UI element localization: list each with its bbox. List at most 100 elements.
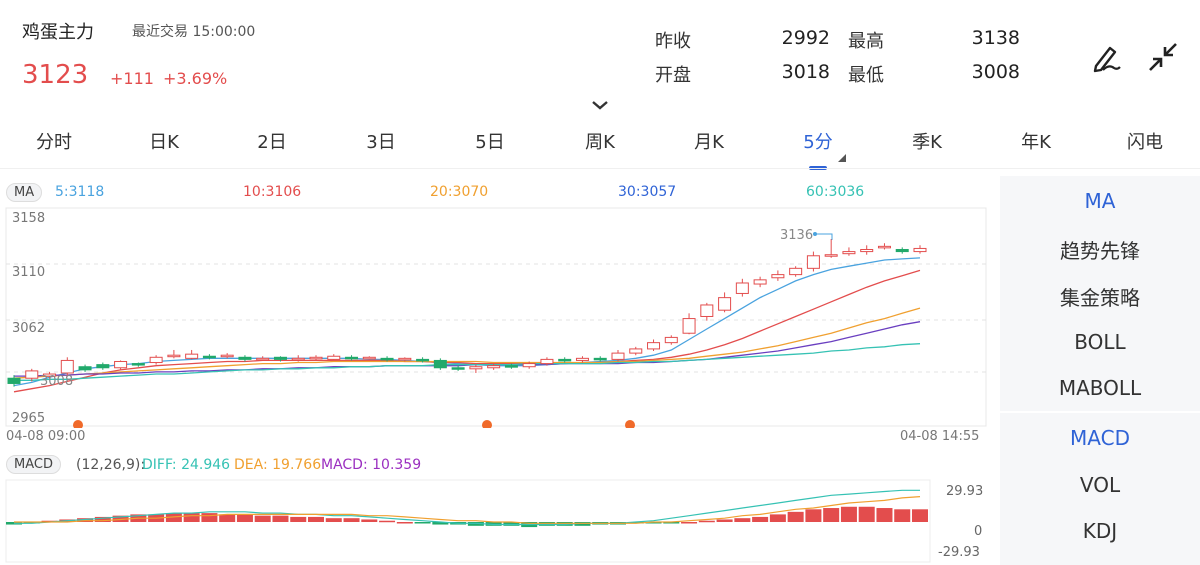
macd-dea-line xyxy=(14,496,921,524)
side-item-boll[interactable]: BOLL xyxy=(1074,330,1126,354)
kline-frame xyxy=(5,207,987,427)
macd-histogram-bar xyxy=(876,508,893,522)
high-value: 3138 xyxy=(971,27,1020,49)
prev-close-label: 昨收 xyxy=(655,31,691,52)
candle-body xyxy=(220,354,234,358)
period-tabs: 分时 日K 2日 3日 5日 周K 月K 5分 季K 年K 闪电 xyxy=(0,128,1200,170)
macd-frame xyxy=(5,479,931,563)
candle-body xyxy=(771,274,785,279)
side-item-macd[interactable]: MACD xyxy=(1070,426,1130,450)
macd-histogram-bar xyxy=(574,522,591,526)
tab-monthly-k[interactable]: 月K xyxy=(694,132,724,153)
side-item-kdj[interactable]: KDJ xyxy=(1082,519,1118,543)
low-label: 最低 xyxy=(848,65,884,86)
macd-histogram-bar xyxy=(912,509,928,522)
candle-body xyxy=(664,336,678,344)
price-change: +111 xyxy=(110,69,154,88)
macd-histogram-bar xyxy=(840,506,857,522)
open-label: 开盘 xyxy=(655,65,691,86)
macd-axis-top: 29.93 xyxy=(946,484,983,499)
tab-2day[interactable]: 2日 xyxy=(257,132,287,153)
ma10-value: 10:3106 xyxy=(243,184,302,200)
macd-histogram-bar xyxy=(645,522,662,524)
macd-histogram-bar xyxy=(201,513,218,522)
macd-histogram-bar xyxy=(681,522,698,524)
side-item-ma[interactable]: MA xyxy=(1084,189,1116,213)
candle-body xyxy=(25,370,39,379)
candle-body xyxy=(256,357,270,361)
tab-daily-k[interactable]: 日K xyxy=(149,132,179,153)
ma10-line xyxy=(13,269,921,393)
macd-histogram-bar xyxy=(698,520,715,523)
candle-body xyxy=(185,353,199,359)
candle-body xyxy=(487,365,501,369)
ma30-line xyxy=(14,321,921,377)
collapse-arrows-icon[interactable] xyxy=(1146,40,1180,74)
event-dot xyxy=(73,420,83,428)
candle-body xyxy=(540,358,554,365)
macd-histogram-bar xyxy=(805,509,822,522)
y-tick-label: 3062 xyxy=(12,321,45,336)
macd-histogram-bar xyxy=(254,515,271,522)
ma20-value: 20:3070 xyxy=(430,184,489,200)
macd-histogram-bar xyxy=(361,519,378,522)
macd-histogram-bar xyxy=(343,518,360,522)
pen-draw-icon[interactable] xyxy=(1090,40,1122,74)
macd-histogram-bar xyxy=(219,514,236,522)
macd-histogram-bar xyxy=(823,508,840,522)
prev-close-value: 2992 xyxy=(781,27,830,49)
candle-body xyxy=(114,360,128,369)
macd-chart[interactable]: 29.93 0 -29.93 xyxy=(0,478,990,564)
high-label: 最高 xyxy=(848,31,884,52)
side-item-trend-pioneer[interactable]: 趋势先锋 xyxy=(1060,239,1140,263)
tab-weekly-k[interactable]: 周K xyxy=(585,132,615,153)
macd-diff-value: DIFF: 24.946 xyxy=(142,457,231,473)
tabs-divider xyxy=(0,168,1200,169)
macd-histogram-bar xyxy=(432,522,449,525)
candle-body xyxy=(700,304,714,317)
ma-indicator-chip[interactable]: MA xyxy=(6,183,43,202)
candle-body xyxy=(416,358,430,362)
tab-flash[interactable]: 闪电 xyxy=(1127,132,1163,153)
macd-histogram-bar xyxy=(396,522,413,524)
dropdown-corner-icon[interactable] xyxy=(838,154,846,162)
macd-dea-value: DEA: 19.766 xyxy=(234,457,322,473)
candle-body xyxy=(291,357,305,361)
macd-axis-zero: 0 xyxy=(974,524,982,539)
tab-5min[interactable]: 5分 xyxy=(803,132,833,153)
kline-chart[interactable]: 3158 3110 3062 2965 3136 3008 xyxy=(0,204,990,428)
candle-body xyxy=(96,364,110,369)
open-value: 3018 xyxy=(781,61,830,83)
macd-params: (12,26,9): xyxy=(76,457,146,473)
candle-body xyxy=(451,367,465,370)
macd-indicator-chip[interactable]: MACD xyxy=(6,455,61,474)
macd-macd-value: MACD: 10.359 xyxy=(321,457,422,473)
candle-body xyxy=(735,282,749,294)
side-item-maboll[interactable]: MABOLL xyxy=(1058,376,1142,400)
tab-3day[interactable]: 3日 xyxy=(366,132,396,153)
chevron-down-icon[interactable] xyxy=(590,96,610,110)
candle-body xyxy=(593,357,607,361)
tab-quarterly-k[interactable]: 季K xyxy=(912,132,942,153)
y-tick-label: 2965 xyxy=(12,411,45,426)
y-tick-label: 3110 xyxy=(12,265,45,280)
ma60-value: 60:3036 xyxy=(806,184,865,200)
candle-body xyxy=(380,357,394,361)
side-item-gold-strategy[interactable]: 集金策略 xyxy=(1060,286,1140,310)
macd-histogram-bar xyxy=(734,518,751,522)
candle-body xyxy=(753,279,767,285)
time-axis-end: 04-08 14:55 xyxy=(900,429,980,444)
candle-body xyxy=(895,248,909,253)
tab-yearly-k[interactable]: 年K xyxy=(1021,132,1051,153)
y-tick-label: 3158 xyxy=(12,211,45,226)
candle-body xyxy=(131,363,145,366)
candle-body xyxy=(611,352,625,360)
candle-body xyxy=(60,359,74,374)
macd-histogram-bar xyxy=(112,515,129,522)
tab-5day[interactable]: 5日 xyxy=(475,132,505,153)
candle-body xyxy=(558,358,572,362)
side-item-vol[interactable]: VOL xyxy=(1079,473,1121,497)
macd-histogram-bar xyxy=(236,514,253,522)
tab-fenshi[interactable]: 分时 xyxy=(36,132,72,153)
candle-body xyxy=(789,267,803,276)
